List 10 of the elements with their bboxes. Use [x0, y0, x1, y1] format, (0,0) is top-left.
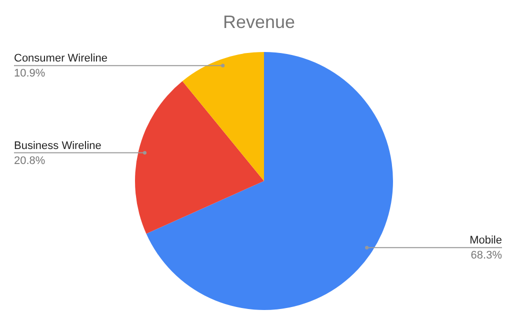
slice-label: Consumer Wireline [14, 52, 108, 65]
slice-label: Business Wireline [14, 140, 102, 152]
pie-slice [146, 52, 393, 310]
data-label: 20.8% [14, 154, 46, 167]
chart-title: Revenue [222, 12, 296, 32]
pie-slice [135, 81, 264, 234]
data-label: 68.3% [470, 250, 502, 262]
pie-slice [182, 52, 264, 181]
data-label: 10.9% [14, 68, 46, 80]
slice-label: Mobile [470, 234, 502, 247]
